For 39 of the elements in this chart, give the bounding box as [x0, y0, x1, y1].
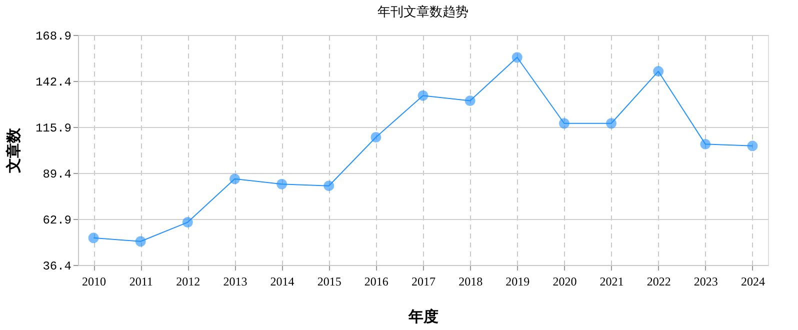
point: [88, 232, 99, 244]
point: [653, 66, 664, 77]
x-tick-label: 2015: [317, 274, 342, 288]
chart-title: 年刊文章数趋势: [378, 4, 468, 19]
x-tick-label: 2017: [412, 274, 436, 288]
y-tick-label: 62.9: [42, 214, 72, 228]
x-tick-label: 2021: [600, 274, 624, 288]
point: [464, 96, 476, 106]
point: [324, 180, 334, 192]
y-tick-label: 168.9: [35, 30, 72, 44]
point: [229, 174, 240, 184]
x-tick-label: 2023: [694, 274, 718, 288]
x-tick-label: 2018: [458, 274, 483, 288]
x-tick-label: 2011: [129, 274, 153, 288]
x-axis-title: 年度: [408, 308, 438, 326]
x-tick-label: 2012: [176, 274, 200, 288]
point: [700, 138, 711, 150]
y-tick-label: 36.4: [42, 260, 72, 274]
x-tick-label: 2014: [270, 274, 294, 288]
x-tick-label: 2024: [740, 274, 765, 288]
point: [135, 236, 146, 247]
point: [182, 217, 193, 228]
point: [418, 90, 428, 101]
point: [558, 118, 570, 129]
y-tick-label: 142.4: [35, 76, 72, 90]
x-tick-label: 2022: [646, 274, 671, 288]
point: [370, 132, 382, 142]
y-tick-label: 89.4: [42, 168, 72, 182]
point: [747, 140, 758, 152]
x-tick-label: 2016: [364, 274, 388, 288]
point: [276, 178, 288, 190]
x-tick-label: 2020: [552, 274, 577, 288]
x-tick-label: 2019: [506, 274, 530, 288]
point: [606, 118, 617, 129]
y-axis-title: 文章数: [4, 127, 22, 174]
point: [512, 52, 522, 63]
y-tick-label: 115.9: [35, 122, 72, 136]
x-tick-label: 2010: [82, 274, 106, 288]
x-tick-label: 2013: [223, 274, 248, 288]
